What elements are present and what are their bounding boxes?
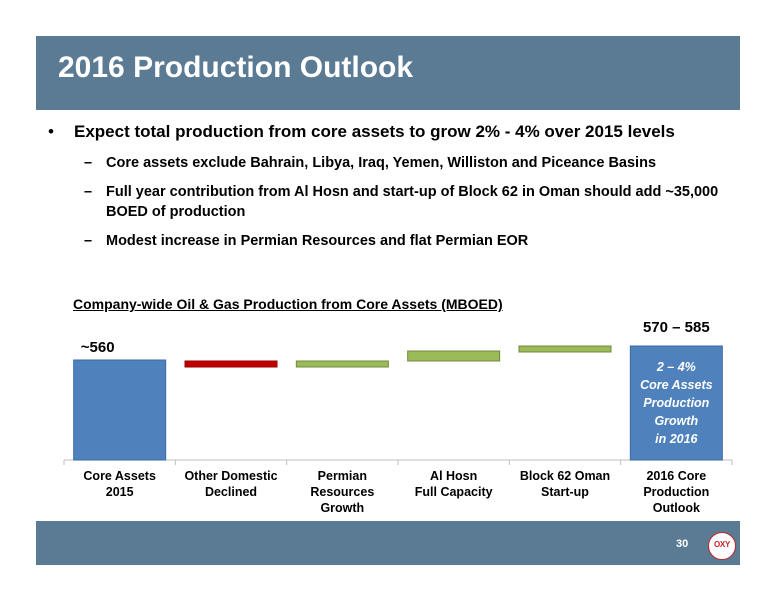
sub-bullet-1: – Core assets exclude Bahrain, Libya, Ir… xyxy=(48,153,748,173)
decline-bar xyxy=(184,360,278,368)
annotation-line: Core Assets xyxy=(640,378,713,392)
annotation-line: 2 – 4% xyxy=(656,360,696,374)
bar-value-label: ~560 xyxy=(81,339,115,356)
logo-text: OXY xyxy=(714,540,730,549)
category-label: Block 62 Oman xyxy=(520,469,610,483)
sub-bullet-text: Modest increase in Permian Resources and… xyxy=(106,233,529,249)
category-label: Permian xyxy=(318,469,367,483)
annotation-line: in 2016 xyxy=(655,432,698,446)
category-label: Outlook xyxy=(653,501,700,515)
category-label: Resources xyxy=(310,485,374,499)
sub-bullet-3: – Modest increase in Permian Resources a… xyxy=(48,231,748,251)
category-label: Other Domestic xyxy=(184,469,277,483)
chart-title: Company-wide Oil & Gas Production from C… xyxy=(73,296,503,312)
category-label: Production xyxy=(643,485,709,499)
dash-icon: – xyxy=(84,155,93,171)
main-bullet: • Expect total production from core asse… xyxy=(48,122,748,142)
title-bar: 2016 Production Outlook xyxy=(36,36,740,110)
growth-bar xyxy=(518,345,612,353)
page-number: 30 xyxy=(676,538,689,550)
annotation-line: Growth xyxy=(654,414,698,428)
bullet-list: • Expect total production from core asse… xyxy=(48,122,748,251)
category-label: Full Capacity xyxy=(415,485,493,499)
dash-icon: – xyxy=(84,184,93,200)
growth-bar xyxy=(407,350,501,362)
sub-bullet-text: Full year contribution from Al Hosn and … xyxy=(106,184,719,220)
category-label: Growth xyxy=(320,501,364,515)
bullet-dot-icon: • xyxy=(48,122,54,141)
annotation-line: Production xyxy=(643,396,709,410)
main-bullet-text: Expect total production from core assets… xyxy=(74,122,675,141)
category-label: 2015 xyxy=(106,485,134,499)
category-label: Start-up xyxy=(541,485,589,499)
sub-bullet-text: Core assets exclude Bahrain, Libya, Iraq… xyxy=(106,155,657,171)
category-label: Al Hosn xyxy=(430,469,477,483)
oxy-logo: OXY xyxy=(708,532,736,560)
slide-title: 2016 Production Outlook xyxy=(58,51,414,84)
footer-bar: 30 OXY xyxy=(36,521,740,565)
category-label: 2016 Core xyxy=(646,469,706,483)
category-label: Declined xyxy=(205,485,257,499)
total-bar xyxy=(73,359,167,461)
growth-bar xyxy=(295,360,389,368)
total-bar xyxy=(629,345,723,461)
dash-icon: – xyxy=(84,233,93,249)
category-label: Core Assets xyxy=(83,469,156,483)
sub-bullet-2: – Full year contribution from Al Hosn an… xyxy=(48,182,748,222)
bar-value-label: 570 – 585 xyxy=(643,319,710,336)
waterfall-chart: ~560 Core Assets 2015 Other Domestic Decline… xyxy=(63,319,733,515)
